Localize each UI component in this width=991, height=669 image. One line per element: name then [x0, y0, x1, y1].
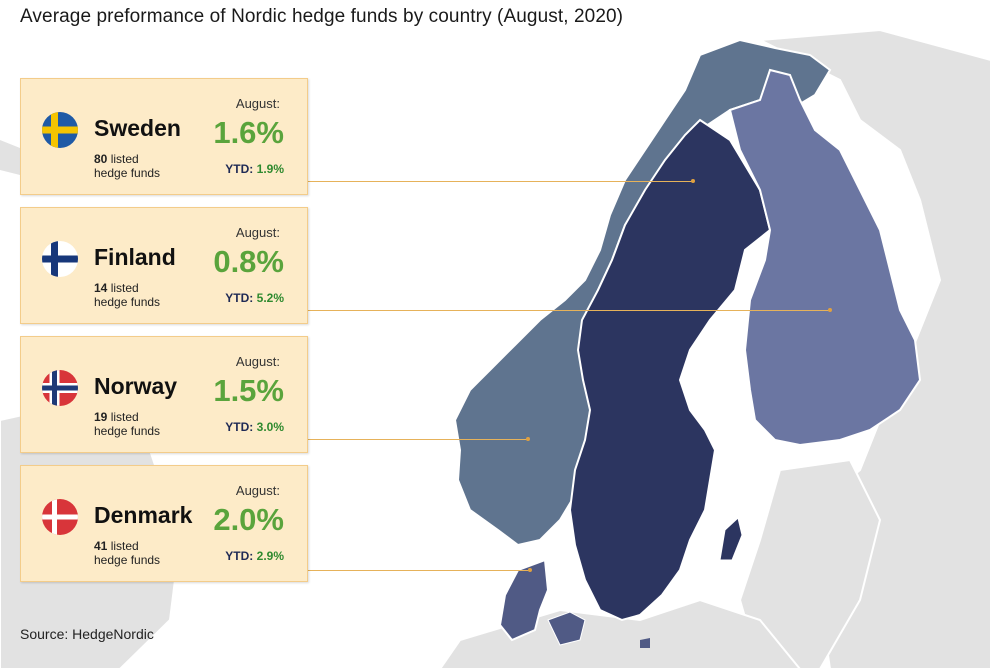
- listed-label-2: hedge funds: [94, 424, 161, 438]
- ytd: YTD: 1.9%: [225, 162, 284, 176]
- listed-count: 19: [94, 410, 108, 424]
- listed-label: listed: [110, 152, 139, 166]
- norway-map-marker: [526, 437, 530, 441]
- denmark-flag-icon: [42, 499, 78, 535]
- source-note: Source: HedgeNordic: [20, 626, 154, 642]
- listed-label-2: hedge funds: [94, 295, 161, 309]
- gotland-shape: [719, 517, 743, 561]
- listed-funds: 19 listed hedge funds: [94, 410, 160, 438]
- bornholm-shape: [640, 638, 650, 648]
- finland-leader-line: [308, 310, 830, 311]
- denmark-leader-line: [308, 570, 530, 571]
- ytd-label: YTD:: [225, 291, 254, 305]
- finland-flag-icon: [42, 241, 78, 277]
- country-name: Norway: [94, 373, 178, 399]
- listed-count: 41: [94, 539, 108, 553]
- august-label: August:: [235, 354, 280, 369]
- sweden-shape: [568, 118, 772, 622]
- listed-count: 14: [94, 281, 108, 295]
- country-card-denmark: Denmark 41 listed hedge funds August: 2.…: [20, 465, 308, 582]
- country-name: Finland: [94, 244, 176, 270]
- listed-label: listed: [110, 539, 139, 553]
- west-land: [0, 140, 25, 175]
- listed-label: listed: [110, 410, 139, 424]
- denmark-map-marker: [528, 568, 532, 572]
- country-card-sweden: Sweden 80 listed hedge funds August: 1.6…: [20, 78, 308, 195]
- ytd-value: 5.2%: [256, 291, 284, 305]
- august-label: August:: [235, 225, 280, 240]
- norway-flag-icon: [42, 370, 78, 406]
- sweden-leader-line: [308, 181, 693, 182]
- listed-label-2: hedge funds: [94, 166, 161, 180]
- ytd-label: YTD:: [225, 420, 254, 434]
- ytd-label: YTD:: [225, 162, 254, 176]
- august-value: 1.6%: [213, 115, 284, 150]
- country-card-norway: Norway 19 listed hedge funds August: 1.5…: [20, 336, 308, 453]
- ytd-value: 1.9%: [256, 162, 284, 176]
- august-value: 2.0%: [213, 502, 284, 537]
- country-name: Denmark: [94, 502, 193, 528]
- august-label: August:: [235, 483, 280, 498]
- ytd-value: 3.0%: [256, 420, 284, 434]
- denmark-shape: [498, 558, 550, 642]
- listed-label-2: hedge funds: [94, 553, 161, 567]
- country-card-finland: Finland 14 listed hedge funds August: 0.…: [20, 207, 308, 324]
- chart-title: Average preformance of Nordic hedge fund…: [20, 6, 624, 27]
- listed-label: listed: [110, 281, 139, 295]
- zealand-shape: [547, 611, 586, 646]
- germany-poland-land: [438, 598, 802, 669]
- sweden-flag-icon: [42, 112, 78, 148]
- finland-shape: [728, 68, 922, 447]
- country-name: Sweden: [94, 115, 181, 141]
- ytd: YTD: 2.9%: [225, 549, 284, 563]
- ytd-value: 2.9%: [256, 549, 284, 563]
- listed-count: 80: [94, 152, 108, 166]
- baltic-land: [738, 458, 882, 669]
- ytd-label: YTD:: [225, 549, 254, 563]
- ytd: YTD: 5.2%: [225, 291, 284, 305]
- august-value: 0.8%: [213, 244, 284, 279]
- august-value: 1.5%: [213, 373, 284, 408]
- ytd: YTD: 3.0%: [225, 420, 284, 434]
- august-label: August:: [235, 96, 280, 111]
- listed-funds: 14 listed hedge funds: [94, 281, 160, 309]
- listed-funds: 41 listed hedge funds: [94, 539, 160, 567]
- norway-leader-line: [308, 439, 528, 440]
- sweden-map-marker: [691, 179, 695, 183]
- finland-map-marker: [828, 308, 832, 312]
- listed-funds: 80 listed hedge funds: [94, 152, 160, 180]
